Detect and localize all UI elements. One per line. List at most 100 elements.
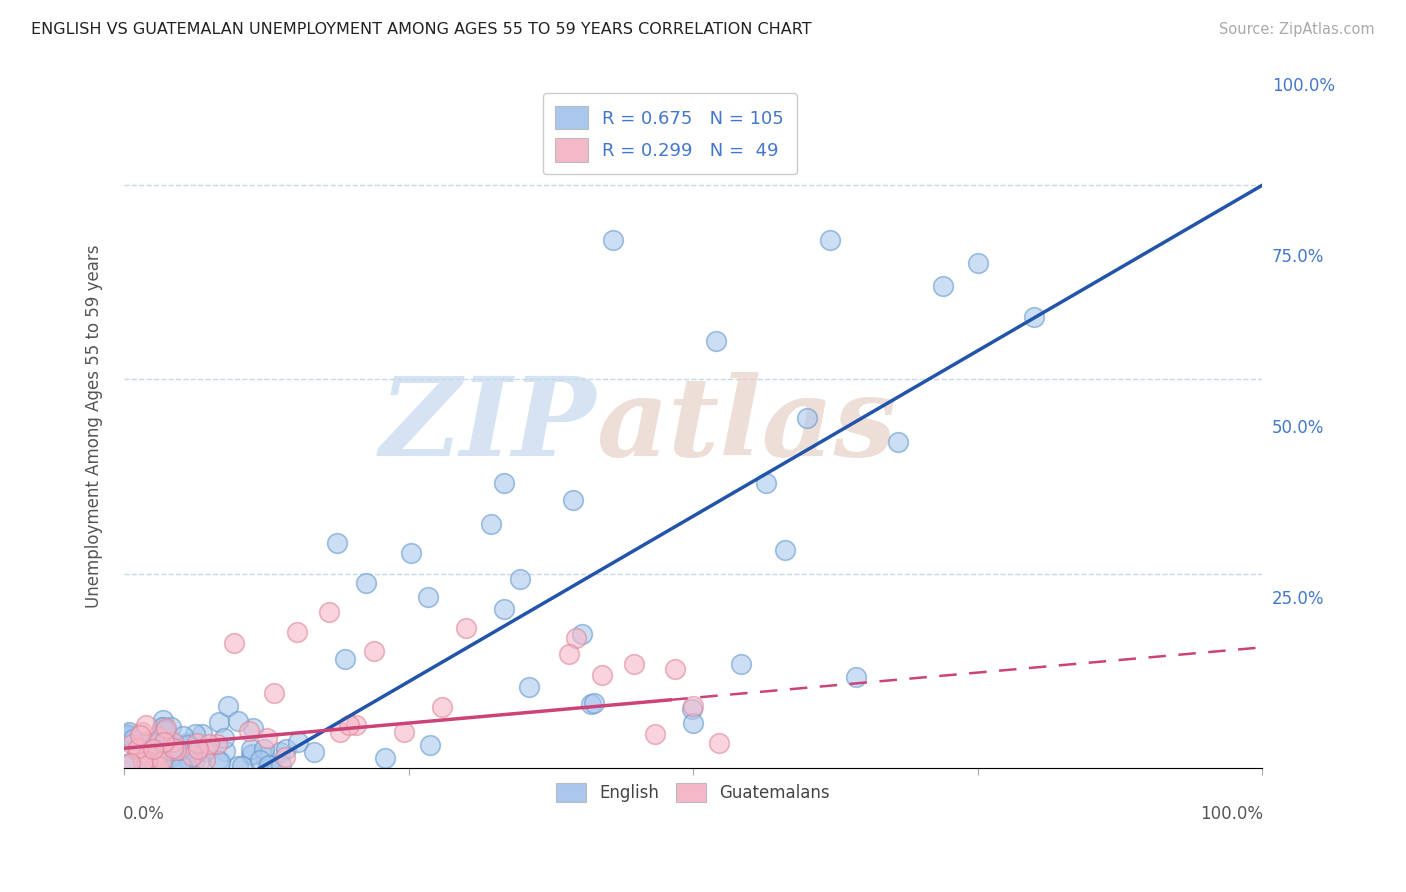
Point — [263, 686, 285, 700]
Point — [337, 718, 360, 732]
Point — [318, 606, 340, 620]
Point — [222, 636, 245, 650]
Point — [179, 752, 201, 766]
Point — [704, 334, 727, 348]
Point — [558, 647, 581, 661]
Point — [276, 742, 298, 756]
Point — [399, 546, 422, 560]
Point — [145, 747, 167, 762]
Point — [136, 754, 159, 768]
Point — [260, 759, 283, 773]
Point — [155, 731, 177, 746]
Point — [159, 743, 181, 757]
Point — [214, 744, 236, 758]
Point — [145, 748, 167, 763]
Text: 100.0%: 100.0% — [1201, 805, 1263, 823]
Point — [755, 475, 778, 490]
Point — [682, 716, 704, 731]
Point — [152, 720, 174, 734]
Text: Source: ZipAtlas.com: Source: ZipAtlas.com — [1219, 22, 1375, 37]
Point — [169, 743, 191, 757]
Point — [591, 667, 613, 681]
Point — [430, 700, 453, 714]
Point — [146, 750, 169, 764]
Point — [240, 747, 263, 762]
Point — [143, 736, 166, 750]
Point — [304, 745, 326, 759]
Point — [127, 740, 149, 755]
Text: atlas: atlas — [596, 372, 897, 480]
Point — [195, 741, 218, 756]
Point — [115, 757, 138, 772]
Point — [240, 747, 263, 761]
Point — [287, 624, 309, 639]
Point — [571, 627, 593, 641]
Point — [186, 736, 208, 750]
Point — [115, 727, 138, 741]
Point — [796, 411, 818, 425]
Point — [135, 733, 157, 747]
Point — [207, 753, 229, 767]
Point — [142, 742, 165, 756]
Point — [186, 745, 208, 759]
Point — [131, 724, 153, 739]
Point — [354, 575, 377, 590]
Point — [115, 727, 138, 741]
Point — [157, 750, 180, 764]
Point — [326, 536, 349, 550]
Point — [492, 475, 515, 490]
Point — [160, 720, 183, 734]
Point — [117, 725, 139, 739]
Point — [1240, 7, 1263, 21]
Point — [239, 741, 262, 756]
Point — [238, 723, 260, 738]
Point — [187, 742, 209, 756]
Point — [664, 662, 686, 676]
Point — [579, 697, 602, 711]
Point — [136, 742, 159, 756]
Point — [454, 621, 477, 635]
Point — [363, 644, 385, 658]
Point — [374, 751, 396, 765]
Point — [392, 724, 415, 739]
Point — [170, 759, 193, 773]
Point — [565, 631, 588, 645]
Point — [136, 759, 159, 773]
Point — [118, 731, 141, 746]
Point — [150, 720, 173, 734]
Point — [152, 733, 174, 747]
Point — [172, 729, 194, 743]
Point — [132, 756, 155, 770]
Point — [165, 743, 187, 757]
Point — [681, 701, 703, 715]
Point — [155, 721, 177, 735]
Point — [115, 730, 138, 744]
Point — [273, 750, 295, 764]
Point — [176, 737, 198, 751]
Point — [346, 718, 368, 732]
Point — [217, 698, 239, 713]
Point — [162, 741, 184, 756]
Point — [329, 725, 352, 739]
Point — [183, 752, 205, 766]
Point — [152, 713, 174, 727]
Point — [932, 279, 955, 293]
Point — [561, 492, 583, 507]
Point — [509, 573, 531, 587]
Point — [209, 756, 232, 770]
Point — [644, 727, 666, 741]
Point — [226, 714, 249, 728]
Point — [138, 741, 160, 756]
Point — [179, 756, 201, 770]
Point — [121, 737, 143, 751]
Point — [416, 590, 439, 604]
Point — [249, 753, 271, 767]
Point — [208, 715, 231, 730]
Point — [128, 728, 150, 742]
Point — [135, 718, 157, 732]
Point — [253, 742, 276, 756]
Point — [127, 743, 149, 757]
Point — [163, 749, 186, 764]
Point — [135, 747, 157, 761]
Point — [844, 669, 866, 683]
